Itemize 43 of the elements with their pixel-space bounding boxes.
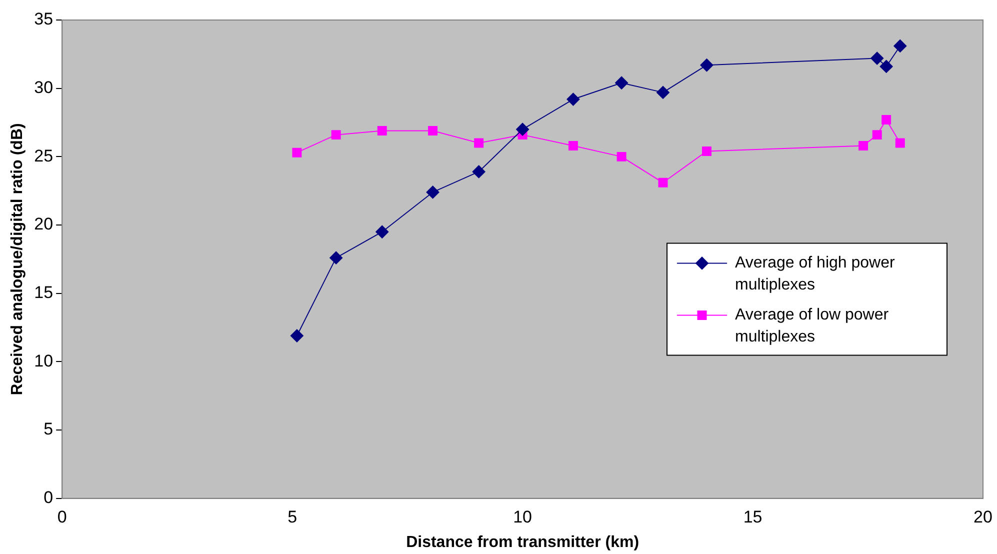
point [331,130,341,140]
point [474,138,484,148]
legend-label: Average of high power multiplexes [735,254,896,294]
point [858,141,868,150]
point [568,141,578,150]
point [566,92,580,106]
point [895,138,905,148]
x-axis-title: Distance from transmitter (km) [406,534,640,551]
point [616,152,626,162]
y-tick-label: 10 [34,351,54,370]
y-tick-label: 35 [34,10,54,29]
y-axis-title: Received analogue/digital ratio (dB) [9,123,26,396]
y-tick-label: 15 [34,283,54,302]
point [377,126,387,136]
point [882,115,892,125]
point [376,225,389,238]
point [700,58,714,72]
y-tick-label: 0 [44,488,54,508]
x-tick-label: 15 [743,507,762,526]
x-tick-label: 0 [57,507,67,526]
point [292,148,302,158]
point [290,329,304,342]
point [330,251,343,264]
y-tick-label: 20 [34,214,54,234]
x-tick-label: 5 [288,507,298,526]
point [880,60,893,73]
y-tick-label: 25 [34,146,54,166]
y-tick-label: 5 [44,420,54,439]
point [615,76,628,90]
x-tick-label: 10 [513,507,532,526]
y-tick-label: 30 [34,78,54,98]
point [472,165,486,178]
point [428,126,438,136]
point [894,39,907,52]
point [426,186,440,199]
point [872,130,882,140]
point [702,146,712,156]
point [516,122,530,136]
x-tick-label: 20 [974,507,992,526]
legend-label: Average of low power multiplexes [735,306,890,346]
point [870,52,884,65]
point [658,178,668,188]
point [656,86,670,99]
